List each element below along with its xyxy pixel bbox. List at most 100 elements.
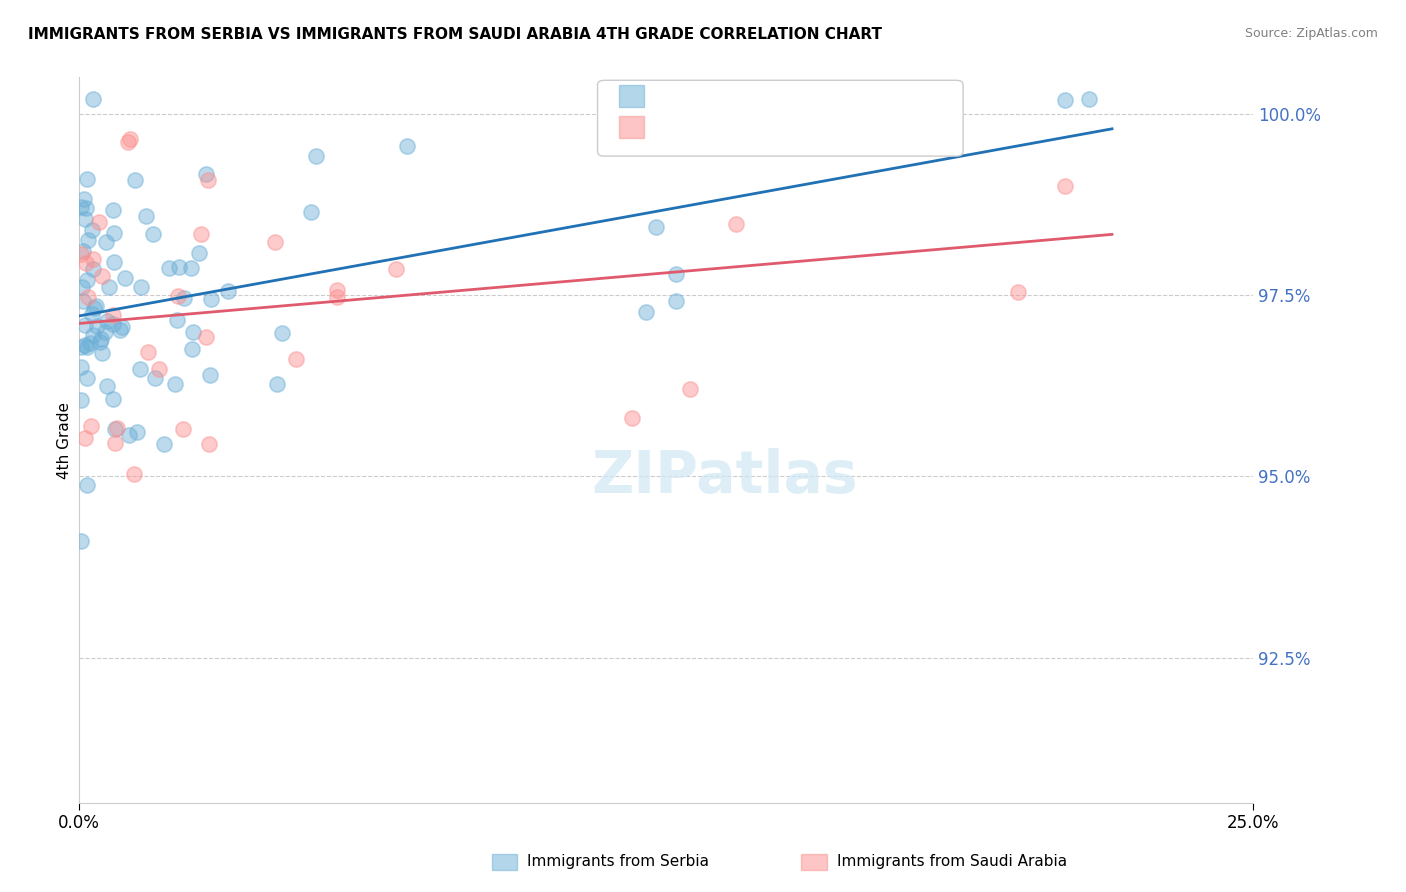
Immigrants from Saudi Arabia bbox=[679, 383, 702, 397]
Immigrants from Saudi Arabia bbox=[728, 92, 751, 106]
Immigrants from Saudi Arabia bbox=[724, 217, 747, 231]
Immigrants from Saudi Arabia bbox=[101, 308, 124, 322]
Immigrants from Serbia bbox=[82, 328, 104, 343]
Immigrants from Serbia bbox=[96, 235, 118, 249]
Immigrants from Serbia bbox=[72, 244, 94, 258]
Immigrants from Serbia bbox=[188, 245, 211, 260]
Immigrants from Serbia bbox=[70, 340, 93, 354]
Immigrants from Serbia bbox=[103, 226, 125, 240]
Immigrants from Saudi Arabia bbox=[325, 283, 347, 297]
Immigrants from Serbia bbox=[86, 318, 108, 333]
Immigrants from Saudi Arabia bbox=[136, 344, 159, 359]
Immigrants from Serbia bbox=[97, 280, 120, 294]
Immigrants from Serbia bbox=[665, 267, 688, 281]
Immigrants from Serbia bbox=[665, 293, 688, 308]
Immigrants from Serbia bbox=[141, 227, 163, 241]
Immigrants from Serbia bbox=[108, 323, 131, 337]
Immigrants from Saudi Arabia bbox=[122, 467, 145, 482]
Immigrants from Serbia bbox=[76, 478, 98, 492]
Immigrants from Saudi Arabia bbox=[166, 289, 188, 303]
Immigrants from Saudi Arabia bbox=[190, 227, 212, 241]
Immigrants from Serbia bbox=[1077, 92, 1099, 106]
Immigrants from Saudi Arabia bbox=[1053, 178, 1076, 193]
Immigrants from Saudi Arabia bbox=[621, 410, 644, 425]
Text: Immigrants from Serbia: Immigrants from Serbia bbox=[527, 855, 709, 869]
Immigrants from Serbia bbox=[157, 260, 180, 275]
Immigrants from Saudi Arabia bbox=[105, 421, 128, 435]
Immigrants from Serbia bbox=[125, 425, 148, 440]
Immigrants from Serbia bbox=[217, 284, 239, 298]
Immigrants from Serbia bbox=[94, 325, 117, 339]
Immigrants from Serbia bbox=[70, 360, 93, 375]
Immigrants from Serbia bbox=[72, 293, 94, 308]
Immigrants from Saudi Arabia bbox=[75, 256, 97, 270]
Immigrants from Saudi Arabia bbox=[1007, 285, 1029, 299]
Text: R = 0.369   N = 79: R = 0.369 N = 79 bbox=[654, 87, 799, 101]
Immigrants from Serbia bbox=[82, 92, 104, 106]
Immigrants from Serbia bbox=[76, 340, 98, 354]
Immigrants from Saudi Arabia bbox=[197, 173, 219, 187]
Immigrants from Saudi Arabia bbox=[118, 131, 141, 145]
Y-axis label: 4th Grade: 4th Grade bbox=[58, 401, 72, 478]
Immigrants from Serbia bbox=[103, 254, 125, 268]
Immigrants from Serbia bbox=[299, 205, 322, 219]
Immigrants from Serbia bbox=[103, 202, 125, 217]
Immigrants from Serbia bbox=[75, 338, 97, 352]
Immigrants from Serbia bbox=[114, 271, 136, 285]
Immigrants from Serbia bbox=[305, 149, 328, 163]
Immigrants from Serbia bbox=[135, 210, 157, 224]
Immigrants from Saudi Arabia bbox=[194, 330, 217, 344]
Immigrants from Serbia bbox=[76, 172, 98, 186]
Immigrants from Saudi Arabia bbox=[385, 262, 408, 277]
Immigrants from Saudi Arabia bbox=[148, 362, 170, 376]
Immigrants from Serbia bbox=[686, 100, 709, 114]
Immigrants from Saudi Arabia bbox=[285, 352, 308, 367]
Immigrants from Serbia bbox=[180, 260, 202, 275]
Immigrants from Serbia bbox=[75, 202, 97, 216]
Immigrants from Serbia bbox=[117, 427, 139, 442]
Immigrants from Saudi Arabia bbox=[117, 135, 139, 149]
Immigrants from Serbia bbox=[104, 422, 127, 436]
Text: Immigrants from Saudi Arabia: Immigrants from Saudi Arabia bbox=[837, 855, 1067, 869]
Immigrants from Serbia bbox=[82, 261, 104, 276]
Immigrants from Serbia bbox=[76, 370, 98, 384]
Immigrants from Serbia bbox=[75, 318, 97, 332]
Immigrants from Serbia bbox=[143, 371, 166, 385]
Immigrants from Serbia bbox=[77, 233, 100, 247]
Immigrants from Serbia bbox=[73, 192, 96, 206]
Immigrants from Serbia bbox=[91, 346, 114, 360]
Immigrants from Saudi Arabia bbox=[77, 290, 100, 304]
Immigrants from Serbia bbox=[101, 317, 124, 331]
Immigrants from Serbia bbox=[103, 392, 125, 406]
Immigrants from Saudi Arabia bbox=[73, 431, 96, 445]
Immigrants from Serbia bbox=[163, 376, 186, 391]
Immigrants from Serbia bbox=[76, 272, 98, 286]
Immigrants from Serbia bbox=[70, 280, 93, 294]
Text: R = 0.270   N = 33: R = 0.270 N = 33 bbox=[654, 120, 799, 135]
Immigrants from Saudi Arabia bbox=[82, 252, 104, 266]
Immigrants from Serbia bbox=[79, 335, 101, 350]
Immigrants from Serbia bbox=[270, 326, 292, 341]
Immigrants from Serbia bbox=[124, 173, 146, 187]
Immigrants from Serbia bbox=[200, 292, 222, 306]
Immigrants from Saudi Arabia bbox=[326, 290, 349, 304]
Immigrants from Serbia bbox=[194, 167, 217, 181]
Immigrants from Serbia bbox=[84, 299, 107, 313]
Immigrants from Serbia bbox=[645, 220, 668, 235]
Immigrants from Serbia bbox=[83, 301, 105, 315]
Immigrants from Serbia bbox=[82, 222, 104, 236]
Immigrants from Serbia bbox=[181, 325, 204, 339]
Immigrants from Serbia bbox=[129, 279, 152, 293]
Immigrants from Serbia bbox=[96, 314, 118, 328]
Immigrants from Serbia bbox=[70, 392, 93, 407]
Immigrants from Saudi Arabia bbox=[87, 214, 110, 228]
Immigrants from Serbia bbox=[111, 319, 134, 334]
Immigrants from Serbia bbox=[396, 139, 419, 153]
Immigrants from Serbia bbox=[80, 307, 103, 321]
Immigrants from Serbia bbox=[634, 305, 657, 319]
Immigrants from Serbia bbox=[70, 533, 93, 548]
Immigrants from Serbia bbox=[129, 362, 152, 376]
Immigrants from Serbia bbox=[181, 343, 204, 357]
Immigrants from Serbia bbox=[96, 379, 118, 393]
Immigrants from Serbia bbox=[1053, 93, 1076, 107]
